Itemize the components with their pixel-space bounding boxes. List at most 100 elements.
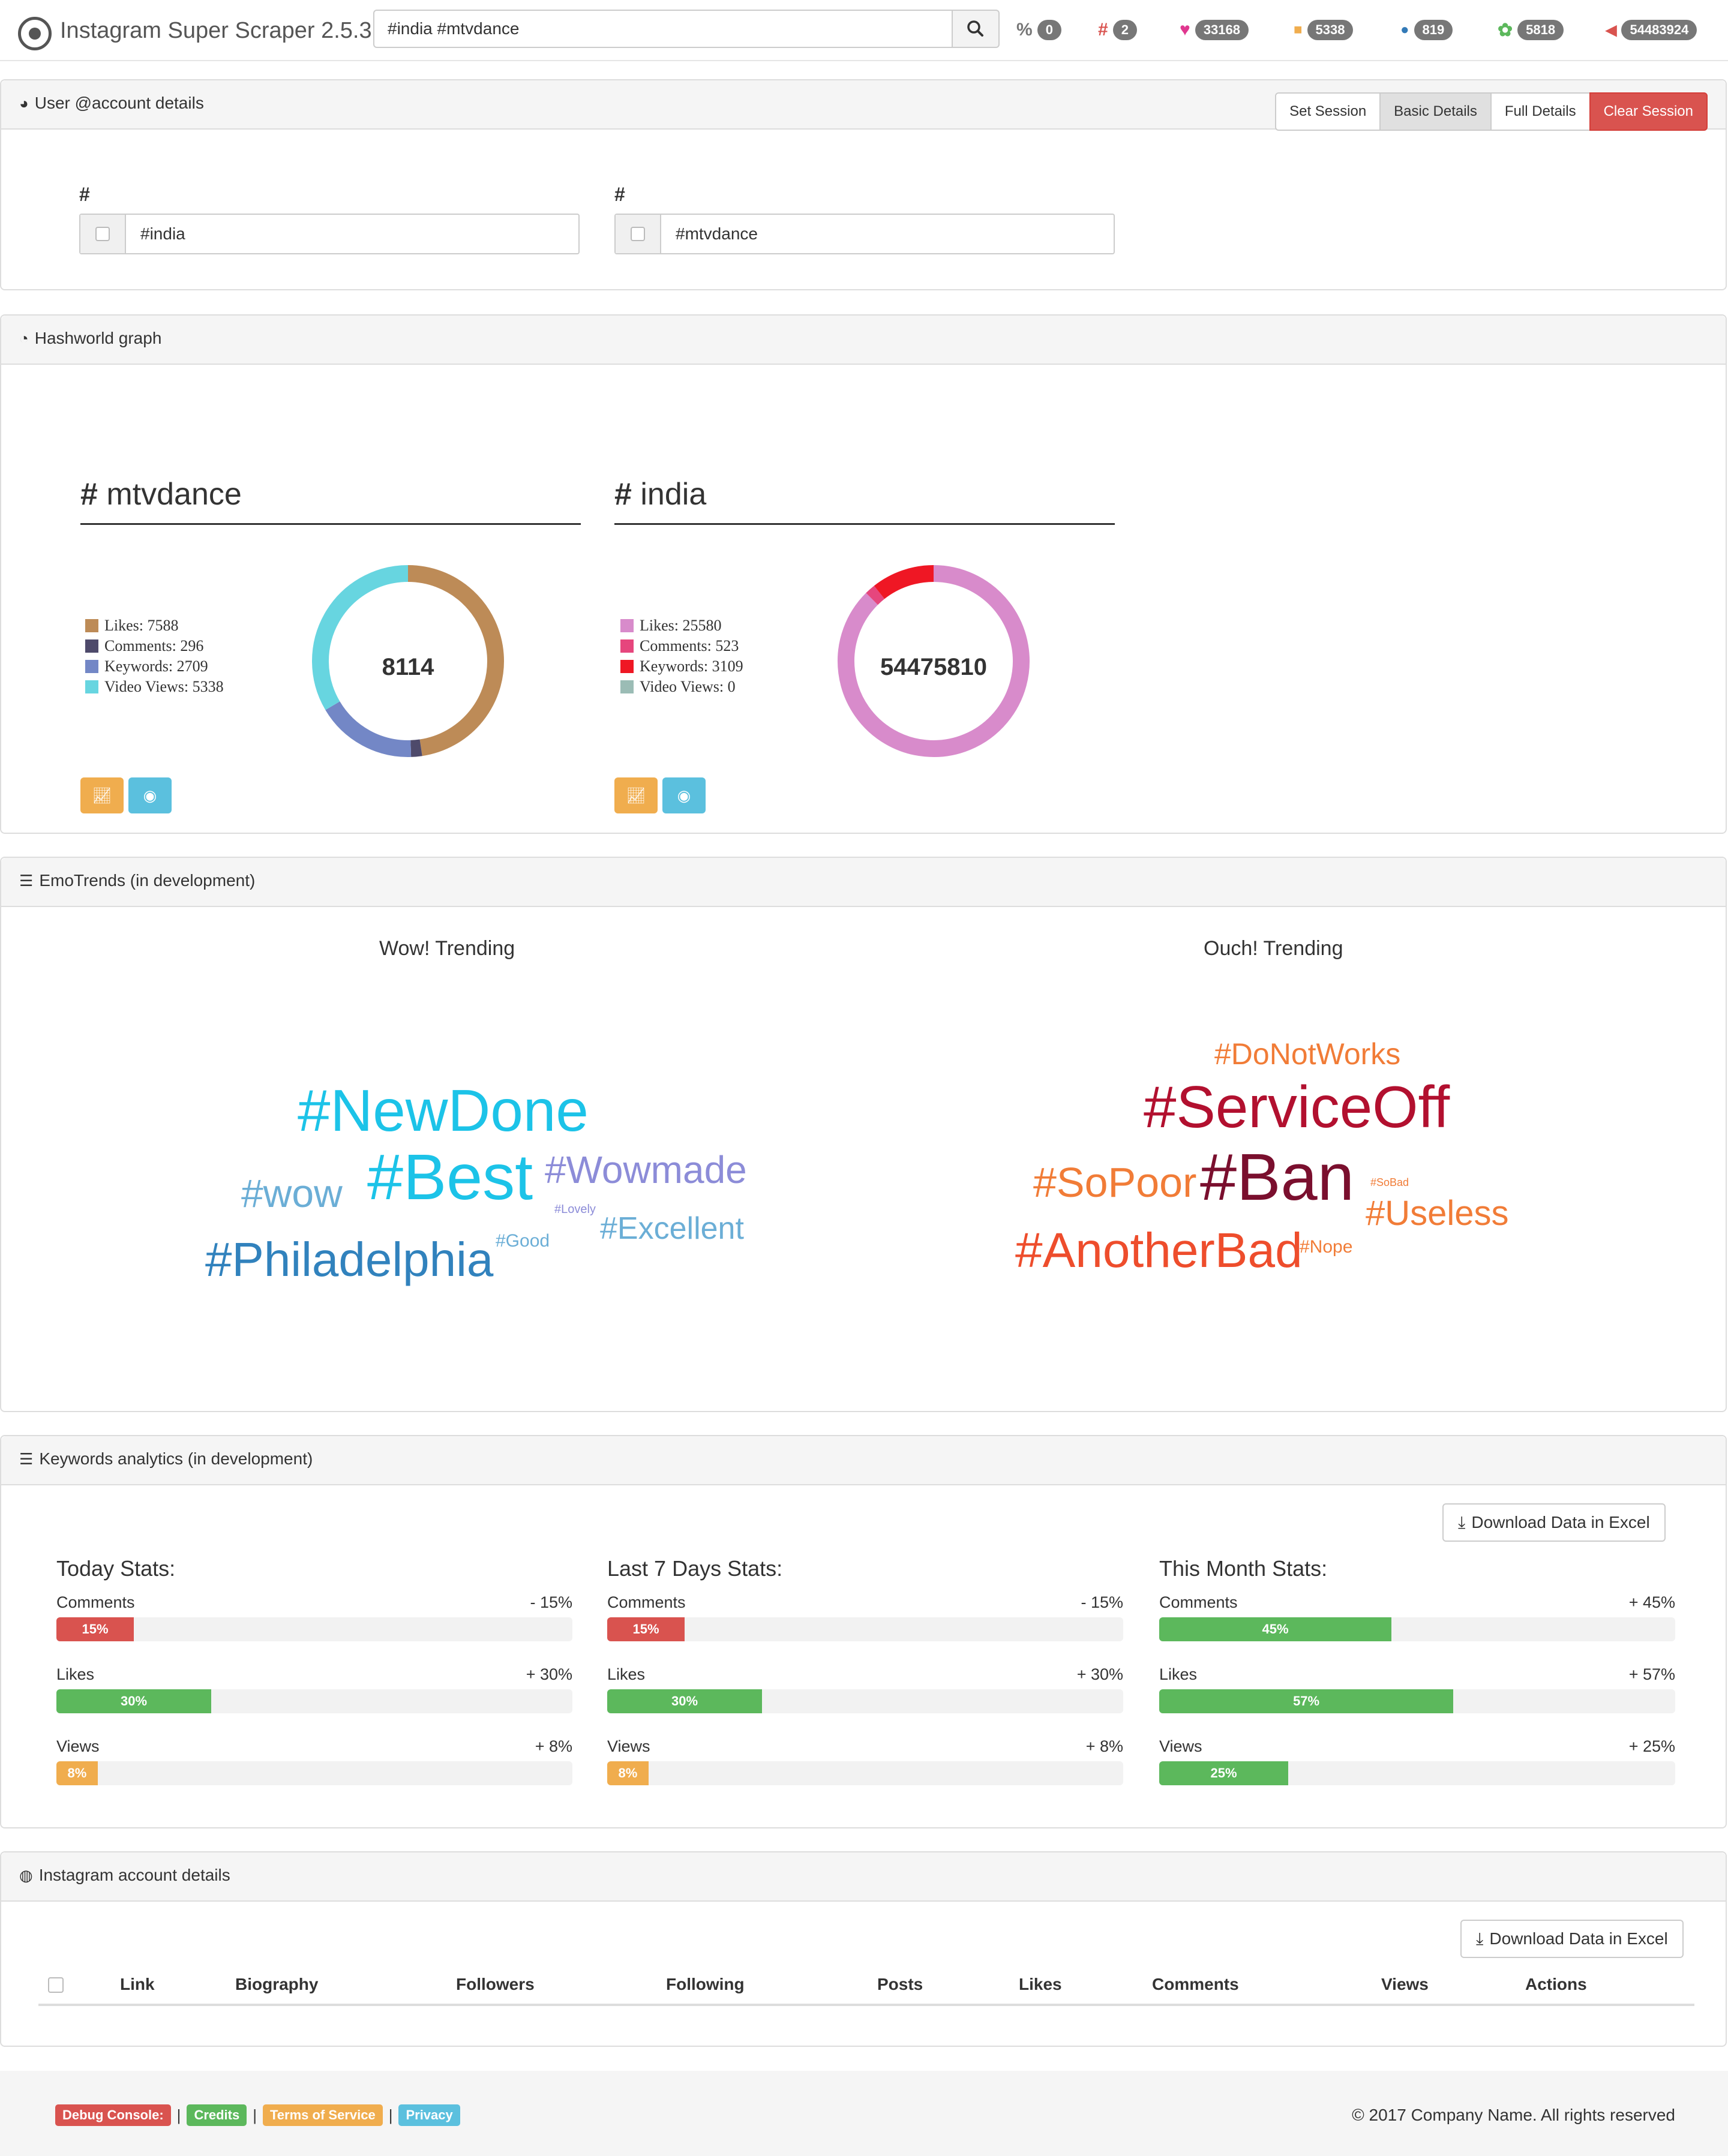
word-cloud-word[interactable]: #Excellent <box>600 1211 744 1246</box>
column-header[interactable]: Posts <box>877 1975 923 1993</box>
column-header[interactable]: Following <box>666 1975 745 1993</box>
footer-separator: | <box>388 2106 393 2124</box>
stat-reach[interactable]: ◀ 54483924 <box>1606 18 1697 42</box>
view-button[interactable]: ◉ <box>662 777 706 813</box>
clear-session-button[interactable]: Clear Session <box>1589 92 1708 131</box>
full-details-button[interactable]: Full Details <box>1490 92 1591 131</box>
graph-title: # mtvdance <box>80 476 242 512</box>
panel-header: ☰ Keywords analytics (in development) <box>1 1436 1726 1485</box>
search-input[interactable] <box>373 10 953 48</box>
metric-change: + 30% <box>1076 1665 1123 1683</box>
terms-link[interactable]: Terms of Service <box>263 2104 383 2126</box>
metric-label: Likes <box>56 1665 95 1683</box>
list-icon: ☰ <box>19 1449 34 1468</box>
credits-link[interactable]: Credits <box>187 2104 247 2126</box>
column-header[interactable]: Comments <box>1152 1975 1239 1993</box>
hashtag-field-india: #india <box>79 214 580 254</box>
donut-slice-likes[interactable] <box>407 565 504 756</box>
word-cloud-word[interactable]: #Wowmade <box>545 1148 747 1191</box>
panel-title: ◔ Hashworld graph <box>19 329 161 348</box>
word-cloud-word[interactable]: #Useless <box>1366 1194 1509 1233</box>
download-excel-button[interactable]: ⤓ Download Data in Excel <box>1460 1920 1684 1958</box>
metric-change: - 15% <box>1081 1593 1123 1611</box>
word-cloud-word[interactable]: #SoBad <box>1370 1176 1409 1188</box>
select-all-checkbox[interactable] <box>48 1977 64 1993</box>
donut-slice-likes[interactable] <box>838 565 1030 757</box>
set-session-button[interactable]: Set Session <box>1275 92 1381 131</box>
stat-badge: 2 <box>1112 20 1137 40</box>
word-cloud-word[interactable]: #Lovely <box>554 1203 596 1216</box>
donut-slice-keywords[interactable] <box>325 701 412 757</box>
word-cloud-word[interactable]: #ServiceOff <box>1144 1074 1450 1140</box>
debug-console-link[interactable]: Debug Console: <box>55 2104 171 2126</box>
panel-title-text: Instagram account details <box>38 1866 230 1884</box>
column-header[interactable]: Biography <box>235 1975 319 1993</box>
word-cloud-word[interactable]: #wow <box>241 1171 343 1215</box>
progress-bar-fill: 45% <box>1159 1617 1391 1641</box>
legend-item: Video Views: 0 <box>620 677 743 697</box>
progress-bar-fill: 30% <box>56 1689 211 1713</box>
column-header[interactable]: Actions <box>1525 1975 1587 1993</box>
donut-slice-comments[interactable] <box>410 739 422 757</box>
hashtag-input[interactable]: #india <box>140 224 185 243</box>
hashtag-checkbox[interactable] <box>616 215 661 253</box>
word-cloud-word[interactable]: #Best <box>367 1140 533 1213</box>
progress-bar-fill: 57% <box>1159 1689 1454 1713</box>
word-cloud-word[interactable]: #Philadelphia <box>205 1233 494 1286</box>
column-header[interactable]: Views <box>1381 1975 1429 1993</box>
hashtag-icon: # <box>1098 20 1108 40</box>
trend-chart-button[interactable]: 📈︎ <box>80 777 124 813</box>
word-cloud-word[interactable]: #DoNotWorks <box>1214 1037 1401 1071</box>
user-account-panel: ◕ User @account details Set Session Basi… <box>0 79 1727 290</box>
progress-bar: 8% <box>56 1761 572 1785</box>
panel-header: ◍ Instagram account details <box>1 1852 1726 1902</box>
list-icon: ☰ <box>19 871 34 890</box>
download-icon: ⤓ <box>1476 1929 1484 1948</box>
donut-slice-keywords[interactable] <box>874 565 934 599</box>
download-excel-button[interactable]: ⤓ Download Data in Excel <box>1442 1503 1666 1542</box>
basic-details-button[interactable]: Basic Details <box>1379 92 1492 131</box>
word-cloud-word[interactable]: #SoPoor <box>1033 1159 1197 1206</box>
donut-total: 8114 <box>382 654 434 680</box>
donut-slice-comments[interactable] <box>866 585 885 605</box>
word-cloud-word[interactable]: #AnotherBad <box>1015 1223 1303 1278</box>
stat-badge: 33168 <box>1195 20 1249 40</box>
legend-item: Video Views: 5338 <box>85 677 224 697</box>
stat-videos[interactable]: ■ 5338 <box>1294 18 1354 42</box>
stat-users[interactable]: ✿ 5818 <box>1498 18 1564 42</box>
stat-hashtags[interactable]: # 2 <box>1098 18 1137 42</box>
word-cloud-word[interactable]: #Nope <box>1300 1237 1353 1257</box>
search-button[interactable] <box>952 10 1000 48</box>
metric-label: Comments <box>56 1593 135 1611</box>
app-logo-icon <box>18 17 52 50</box>
word-cloud-word[interactable]: #Ban <box>1200 1140 1354 1214</box>
column-header[interactable]: Followers <box>456 1975 535 1993</box>
stat-likes[interactable]: ♥ 33168 <box>1180 18 1249 42</box>
metric-label: Views <box>56 1737 100 1755</box>
column-header[interactable]: Link <box>120 1975 155 1993</box>
word-cloud-word[interactable]: #Good <box>496 1231 550 1251</box>
panel-title-text: User @account details <box>34 94 204 112</box>
stat-comments[interactable]: ● 819 <box>1400 18 1453 42</box>
column-header[interactable]: Likes <box>1019 1975 1062 1993</box>
trend-chart-button[interactable]: 📈︎ <box>614 777 658 813</box>
word-cloud-word[interactable]: #NewDone <box>298 1077 589 1143</box>
progress-bar: 57% <box>1159 1689 1675 1713</box>
hashworld-graph-panel: ◔ Hashworld graph # mtvdance Likes: 7588… <box>0 314 1727 834</box>
view-button[interactable]: ◉ <box>128 777 172 813</box>
hashtag-input[interactable]: #mtvdance <box>676 224 758 243</box>
panel-title-text: Hashworld graph <box>34 329 162 347</box>
legend-label: Video Views: 0 <box>640 678 736 695</box>
chart-legend: Likes: 7588 Comments: 296 Keywords: 2709… <box>85 615 224 697</box>
graph-title: # india <box>614 476 706 512</box>
progress-bar: 25% <box>1159 1761 1675 1785</box>
bullhorn-icon: ◀ <box>1606 22 1617 38</box>
eye-icon: ◉ <box>677 786 691 804</box>
stat-badge: 819 <box>1414 20 1453 40</box>
donut-slice-video-views[interactable] <box>312 565 409 710</box>
stat-links[interactable]: % 0 <box>1016 18 1061 42</box>
metric-label: Views <box>607 1737 650 1755</box>
search-icon <box>967 20 983 37</box>
hashtag-checkbox[interactable] <box>80 215 126 253</box>
privacy-link[interactable]: Privacy <box>398 2104 460 2126</box>
